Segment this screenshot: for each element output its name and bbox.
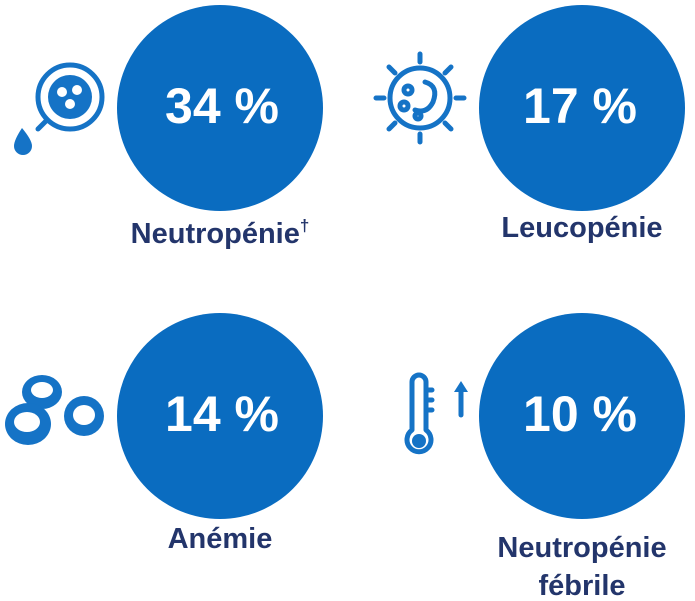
- stat-circle: [479, 5, 685, 211]
- stat-value: 17 %: [523, 78, 637, 134]
- stat-circle: [117, 5, 323, 211]
- stat-value: 14 %: [165, 386, 279, 442]
- fever-icon: [404, 372, 468, 455]
- neutropenia-icon: [14, 62, 105, 155]
- stat-value: 34 %: [165, 78, 279, 134]
- stat-label: Anémie: [168, 523, 273, 555]
- stat-value: 10 %: [523, 386, 637, 442]
- label-text: Neutropénie: [131, 218, 300, 250]
- stat-circle: [479, 313, 685, 519]
- stat-label: Neutropénie: [497, 532, 666, 564]
- stat-label: Neutropénie†: [131, 216, 310, 250]
- stat-label: fébrile: [538, 570, 625, 601]
- stat-circle: [117, 313, 323, 519]
- leucopenia-icon: [373, 51, 467, 145]
- anemia-icon: [5, 375, 104, 445]
- stat-label: Leucopénie: [501, 212, 662, 244]
- label-superscript: †: [300, 216, 309, 235]
